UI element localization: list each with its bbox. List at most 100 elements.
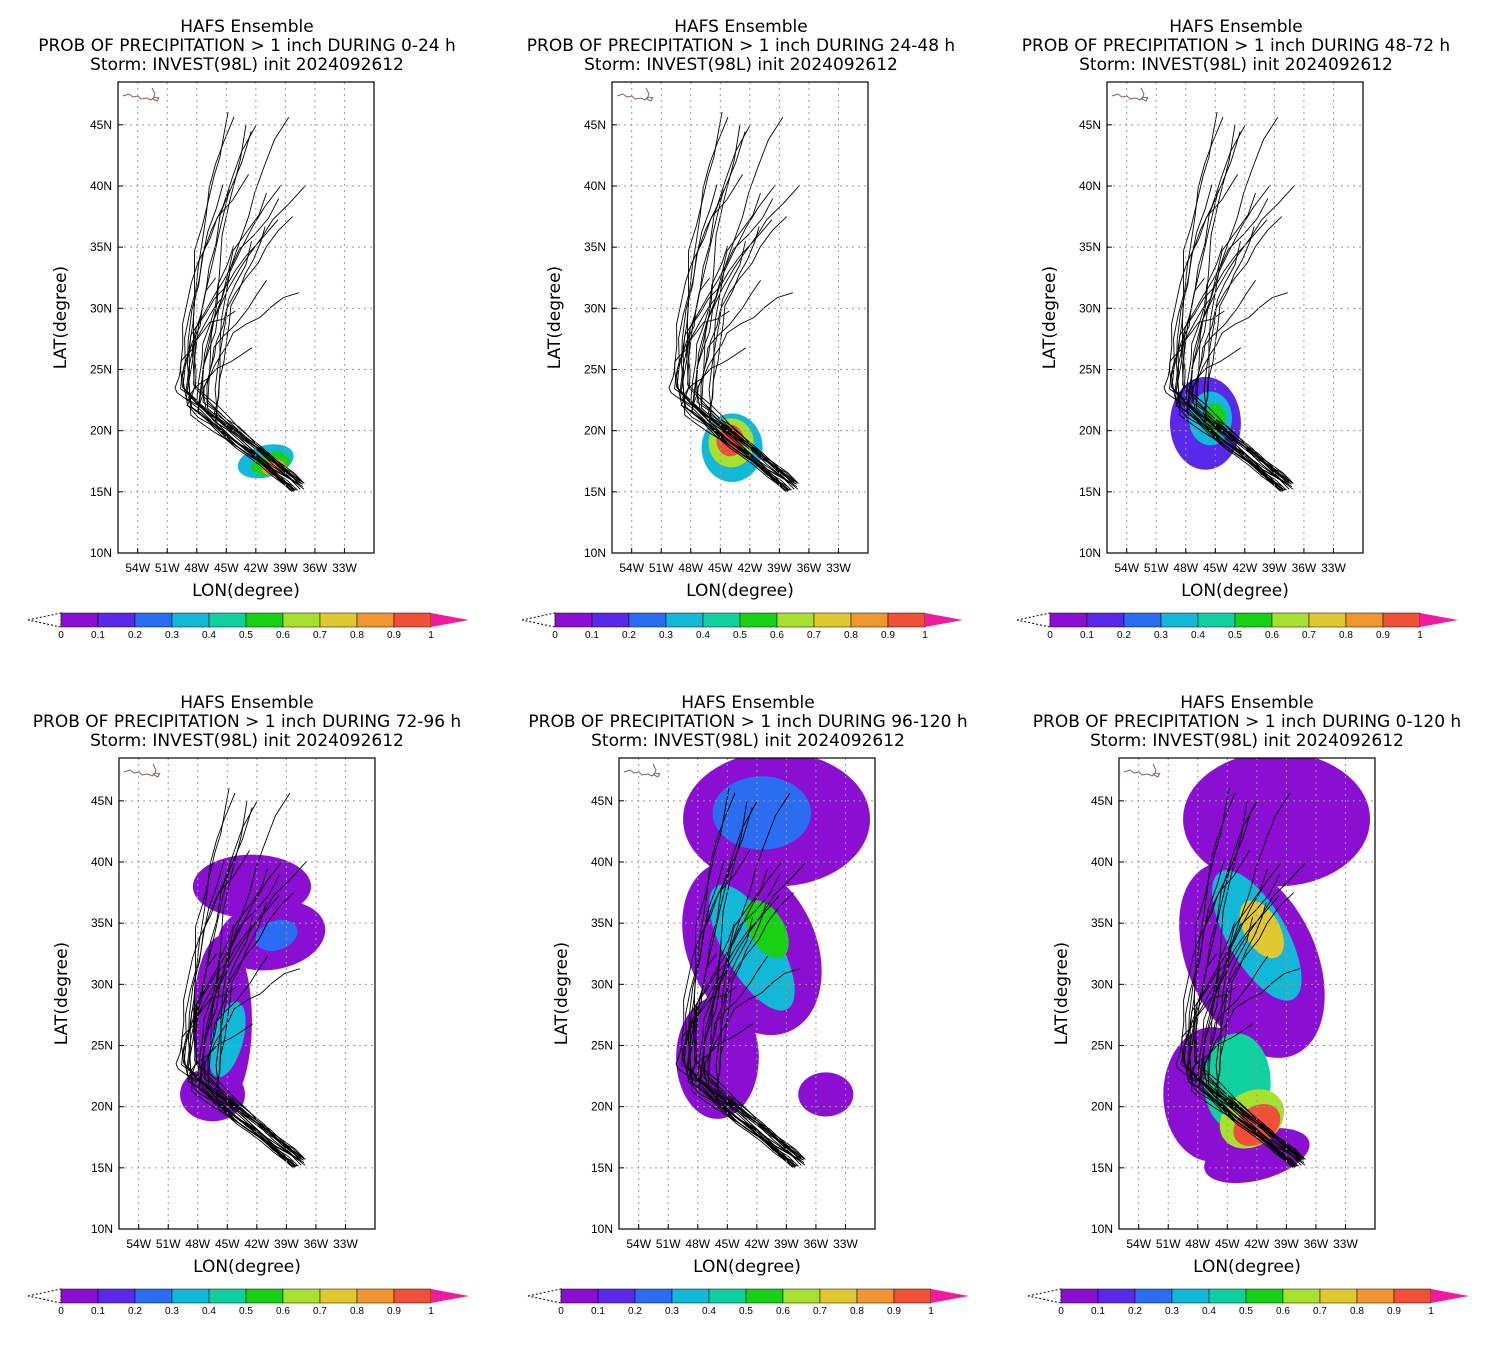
storm-track — [687, 975, 797, 1166]
x-tick-label: 36W — [1292, 561, 1317, 575]
storm-track — [213, 226, 301, 484]
x-axis-label: LON(degree) — [1193, 1257, 1301, 1277]
storm-track — [1203, 955, 1305, 1160]
storm-track — [186, 299, 296, 490]
colorbar-swatch — [1123, 612, 1162, 628]
chart-title-line: PROB OF PRECIPITATION > 1 inch DURING 96… — [528, 712, 967, 732]
colorbar-swatch — [739, 612, 778, 628]
chart-title-line: HAFS Ensemble — [674, 17, 807, 37]
storm-track — [1186, 860, 1299, 1161]
colorbar-label: 0.9 — [887, 1306, 901, 1317]
colorbar-over-triangle — [431, 1289, 469, 1303]
colorbar-label: 0.4 — [702, 1306, 716, 1317]
y-tick-label: 45N — [1091, 794, 1113, 808]
colorbar-label: 0.7 — [313, 1306, 327, 1317]
colorbar-swatch — [1060, 1288, 1099, 1304]
colorbar-over-triangle — [431, 613, 469, 627]
y-tick-label: 25N — [91, 1038, 113, 1052]
colorbar-swatch — [887, 612, 926, 628]
storm-track — [1181, 874, 1302, 1158]
colorbar-label: 0.6 — [776, 1306, 790, 1317]
x-tick-label: 51W — [1156, 1237, 1181, 1251]
storm-track — [198, 860, 299, 1167]
colorbar-label: 0.8 — [850, 1306, 864, 1317]
x-tick-label: 45W — [1203, 561, 1228, 575]
y-tick-label: 15N — [1091, 1161, 1113, 1175]
y-tick-label: 40N — [91, 855, 113, 869]
y-tick-label: 30N — [90, 301, 112, 315]
colorbar-label: 0.1 — [585, 630, 599, 641]
storm-track — [703, 868, 798, 1160]
plot-frame — [118, 757, 376, 1230]
y-tick-label: 40N — [1079, 179, 1101, 193]
plot-frame — [1118, 757, 1376, 1230]
x-tick-label: 51W — [1144, 561, 1169, 575]
probability-field — [123, 763, 326, 1168]
colorbar-label: 0.2 — [622, 630, 636, 641]
storm-track — [688, 801, 796, 1168]
y-axis-label: LAT(degree) — [52, 942, 72, 1045]
colorbar-label: 0.9 — [881, 630, 895, 641]
colorbar-label: 1 — [428, 630, 434, 641]
x-tick-label: 42W — [1233, 561, 1258, 575]
colorbar-label: 0.5 — [239, 1306, 253, 1317]
x-tick-label: 48W — [1185, 1237, 1210, 1251]
colorbar-swatch — [393, 1288, 432, 1304]
y-tick-label: 40N — [1091, 855, 1113, 869]
colorbar-swatch — [708, 1288, 747, 1304]
storm-track — [700, 124, 797, 485]
y-tick-label: 45N — [1079, 118, 1101, 132]
coastline — [1123, 763, 1161, 778]
storm-track — [1191, 192, 1286, 484]
colorbar-label: 0.4 — [696, 630, 710, 641]
x-tick-label: 33W — [1321, 561, 1346, 575]
storm-track — [1186, 184, 1287, 491]
y-tick-label: 25N — [1079, 362, 1101, 376]
colorbar-label: 0.1 — [591, 1306, 605, 1317]
x-tick-label: 48W — [678, 561, 703, 575]
colorbar-under-triangle — [1016, 612, 1051, 628]
colorbar-label: 0.6 — [276, 630, 290, 641]
colorbar-label: 0.9 — [1376, 630, 1390, 641]
storm-track — [680, 299, 790, 490]
x-tick-label: 39W — [274, 1237, 299, 1251]
colorbar-label: 0.6 — [276, 1306, 290, 1317]
colorbar-label: 0.5 — [1228, 630, 1242, 641]
storm-track — [698, 860, 799, 1167]
colorbar: 0 0.1 0.2 0.3 0.4 0.5 0.6 0.7 0.8 0.9 1 — [27, 612, 469, 641]
colorbar-label: 0.3 — [1165, 1306, 1179, 1317]
x-tick-label: 48W — [185, 1237, 210, 1251]
colorbar-label: 0 — [1058, 1306, 1064, 1317]
colorbar-swatch — [776, 612, 815, 628]
colorbar-label: 1 — [428, 1306, 434, 1317]
plot-frame — [1106, 81, 1364, 554]
colorbar-label: 0.5 — [739, 1306, 753, 1317]
y-tick-label: 30N — [1079, 301, 1101, 315]
colorbar-swatch — [1356, 1288, 1395, 1304]
colorbar-under-triangle — [521, 612, 556, 628]
colorbar-swatch — [1234, 612, 1273, 628]
x-tick-label: 39W — [767, 561, 792, 575]
chart-title-line: HAFS Ensemble — [180, 693, 313, 713]
chart-title-line: PROB OF PRECIPITATION > 1 inch DURING 24… — [527, 36, 955, 56]
x-tick-label: 36W — [797, 561, 822, 575]
y-tick-label: 35N — [90, 240, 112, 254]
y-tick-label: 10N — [1091, 1222, 1113, 1236]
storm-track — [206, 124, 303, 485]
storm-track — [696, 192, 791, 484]
colorbar-swatch — [554, 612, 593, 628]
chart-title-line: Storm: INVEST(98L) init 2024092612 — [591, 731, 905, 751]
chart-title-line: Storm: INVEST(98L) init 2024092612 — [90, 731, 404, 751]
colorbar-label: 0.3 — [165, 630, 179, 641]
storm-track — [186, 860, 299, 1161]
colorbar-label: 0.9 — [1387, 1306, 1401, 1317]
x-tick-label: 33W — [826, 561, 851, 575]
x-tick-label: 36W — [304, 1237, 329, 1251]
colorbar-swatch — [319, 1288, 358, 1304]
colorbar-label: 1 — [922, 630, 928, 641]
probability-contour — [209, 1001, 246, 1078]
x-tick-label: 45W — [215, 1237, 240, 1251]
x-tick-label: 42W — [244, 561, 269, 575]
